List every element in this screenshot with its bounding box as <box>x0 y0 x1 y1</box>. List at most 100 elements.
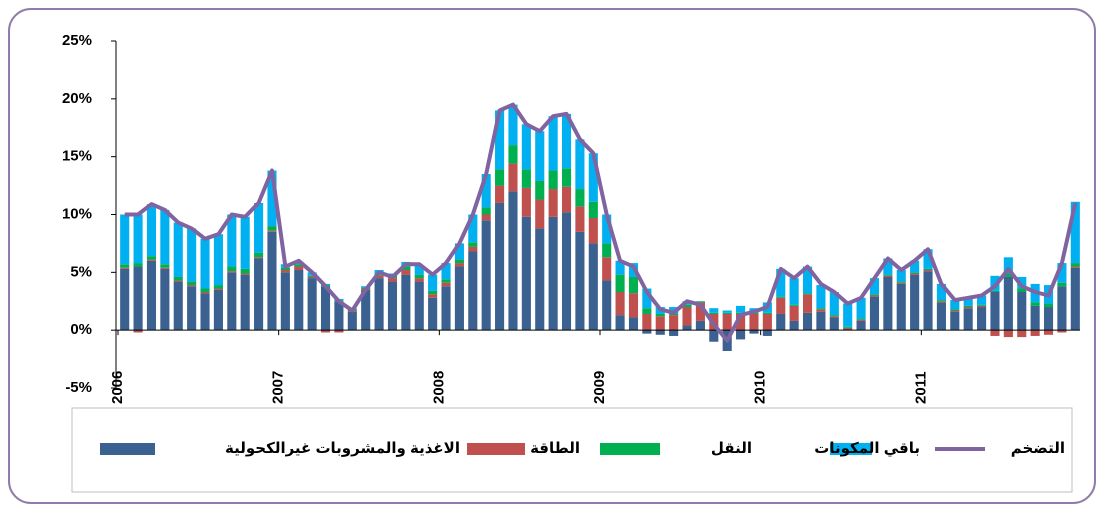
bar <box>642 313 652 331</box>
y-tick-label: -5% <box>65 379 92 396</box>
bar <box>454 266 464 331</box>
bar <box>307 278 317 331</box>
bar <box>481 207 491 215</box>
bar <box>495 110 505 170</box>
bar <box>1070 263 1080 267</box>
bar <box>374 275 384 279</box>
bar <box>936 300 946 302</box>
bar <box>655 316 665 331</box>
x-tick-label: 2009 <box>591 371 608 404</box>
bar <box>1057 330 1067 333</box>
bar <box>588 201 598 218</box>
bar <box>267 230 277 232</box>
bar <box>722 312 732 314</box>
bar <box>963 305 973 308</box>
x-tick-label: 2008 <box>430 371 447 404</box>
bar <box>789 278 799 305</box>
bar <box>160 264 170 268</box>
bar <box>441 286 451 331</box>
bar <box>883 274 893 276</box>
bar <box>869 295 880 297</box>
bar <box>802 312 813 331</box>
bar <box>481 174 491 208</box>
bar <box>615 260 625 275</box>
bar <box>749 313 759 331</box>
bar <box>615 315 625 331</box>
legend-label: الاغذية والمشروبات غيرالكحولية <box>225 440 460 457</box>
bar <box>146 204 157 257</box>
bar <box>615 274 625 292</box>
bar <box>669 315 679 331</box>
bar <box>160 268 170 331</box>
bar <box>749 330 759 334</box>
bar <box>829 316 839 318</box>
bar <box>294 264 304 267</box>
bar <box>187 285 197 287</box>
bar <box>240 268 250 274</box>
bar <box>709 308 719 313</box>
bar <box>802 293 813 295</box>
y-tick-label: 15% <box>62 148 92 165</box>
bar <box>695 301 705 303</box>
y-tick-label: 10% <box>62 205 92 222</box>
bar <box>762 330 772 336</box>
bar <box>401 270 411 275</box>
bar <box>414 278 424 282</box>
x-tick-label: 2010 <box>752 371 769 404</box>
bar <box>240 274 250 331</box>
bar <box>990 290 1000 292</box>
bar <box>200 293 210 331</box>
bar <box>200 291 210 294</box>
bar <box>548 189 558 217</box>
bar <box>240 216 250 269</box>
bar <box>414 281 424 331</box>
bar <box>1003 257 1013 274</box>
bar <box>896 282 906 284</box>
bar <box>628 317 639 331</box>
x-tick-label: 2011 <box>912 371 929 404</box>
bar <box>1057 286 1067 331</box>
bar <box>320 286 331 331</box>
bar <box>294 266 304 271</box>
bar <box>508 163 518 192</box>
bar <box>963 308 973 331</box>
bar <box>883 275 893 277</box>
bar <box>695 302 705 321</box>
bar <box>468 251 478 331</box>
bar <box>896 281 906 283</box>
x-tick-label: 2006 <box>109 371 126 404</box>
bar <box>829 291 839 316</box>
bar <box>160 267 170 269</box>
line <box>124 102 1078 343</box>
bar <box>669 330 679 336</box>
bar <box>602 280 612 331</box>
bar <box>1017 291 1027 331</box>
bar <box>736 330 746 340</box>
bar <box>441 263 451 280</box>
bar <box>173 280 183 282</box>
bar <box>173 276 183 281</box>
bar <box>414 265 424 275</box>
bar <box>495 169 505 186</box>
bar <box>280 270 290 273</box>
bar <box>548 216 558 331</box>
bar <box>869 294 880 296</box>
bar <box>575 189 585 207</box>
bar <box>588 153 598 202</box>
bar <box>334 330 344 333</box>
bar <box>374 278 384 331</box>
bar <box>535 180 545 200</box>
bar <box>227 271 237 273</box>
bar <box>977 295 987 305</box>
bar <box>267 170 277 227</box>
bar <box>1017 330 1027 338</box>
legend-label: باقي المكونات <box>814 440 920 457</box>
bar <box>535 228 545 331</box>
bar <box>736 305 746 313</box>
bar <box>240 273 250 275</box>
bar <box>120 268 130 331</box>
bar <box>575 231 585 331</box>
bar <box>869 296 880 331</box>
legend-swatch <box>467 443 525 455</box>
bar <box>762 312 772 314</box>
